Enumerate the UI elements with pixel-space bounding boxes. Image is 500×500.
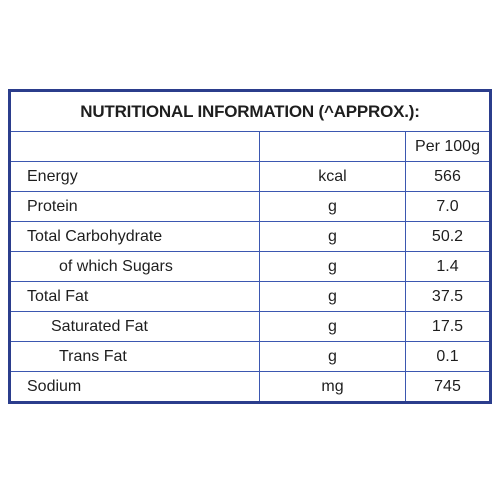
amount: 0.1 bbox=[405, 341, 491, 372]
nutrient-label: Energy bbox=[9, 161, 260, 192]
amount: 50.2 bbox=[405, 221, 491, 252]
unit: mg bbox=[259, 371, 406, 403]
nutrient-row: Trans Fat g 0.1 bbox=[9, 341, 491, 372]
nutrient-row: Total Carbohydrate g 50.2 bbox=[9, 221, 491, 252]
nutrient-row: Total Fat g 37.5 bbox=[9, 281, 491, 312]
unit: g bbox=[259, 281, 406, 312]
nutrient-label: Sodium bbox=[9, 371, 260, 403]
amount: 37.5 bbox=[405, 281, 491, 312]
header-cell: Per 100g bbox=[405, 131, 491, 162]
unit: g bbox=[259, 191, 406, 222]
nutrient-row: Sodium mg 745 bbox=[9, 371, 491, 403]
unit: g bbox=[259, 341, 406, 372]
nutrient-label: Saturated Fat bbox=[9, 311, 260, 342]
amount: 1.4 bbox=[405, 251, 491, 282]
unit: g bbox=[259, 251, 406, 282]
table-title: NUTRITIONAL INFORMATION (^APPROX.): bbox=[9, 90, 491, 132]
amount: 17.5 bbox=[405, 311, 491, 342]
nutrient-label: Protein bbox=[9, 191, 260, 222]
unit: g bbox=[259, 221, 406, 252]
amount: 566 bbox=[405, 161, 491, 192]
header-cell bbox=[259, 131, 406, 162]
nutrient-label: Total Fat bbox=[9, 281, 260, 312]
nutrient-label: Trans Fat bbox=[9, 341, 260, 372]
nutrient-row: of which Sugars g 1.4 bbox=[9, 251, 491, 282]
nutrient-row: Saturated Fat g 17.5 bbox=[9, 311, 491, 342]
nutrient-row: Protein g 7.0 bbox=[9, 191, 491, 222]
header-row: Per 100g bbox=[9, 131, 491, 162]
nutrition-table: NUTRITIONAL INFORMATION (^APPROX.): Per … bbox=[8, 89, 492, 404]
unit: kcal bbox=[259, 161, 406, 192]
amount: 745 bbox=[405, 371, 491, 403]
nutrient-row: Energy kcal 566 bbox=[9, 161, 491, 192]
nutrient-label: Total Carbohydrate bbox=[9, 221, 260, 252]
header-cell bbox=[9, 131, 260, 162]
nutrient-label: of which Sugars bbox=[9, 251, 260, 282]
title-row: NUTRITIONAL INFORMATION (^APPROX.): bbox=[9, 90, 491, 132]
amount: 7.0 bbox=[405, 191, 491, 222]
unit: g bbox=[259, 311, 406, 342]
